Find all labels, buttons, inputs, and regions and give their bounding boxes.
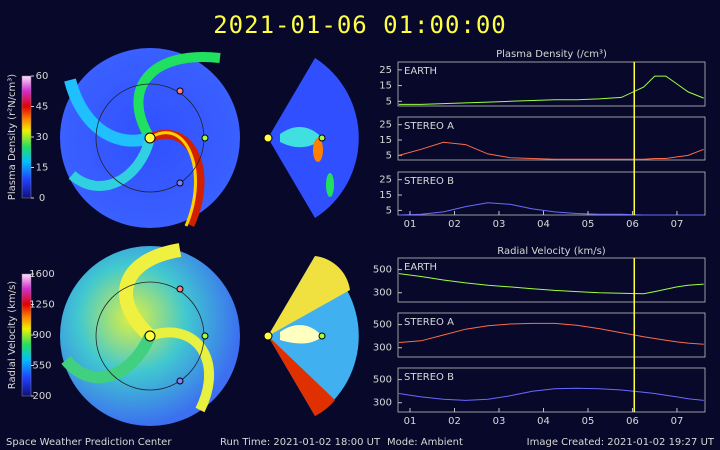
series-line: [398, 387, 704, 401]
colorbar-tick-label: 60: [36, 71, 49, 82]
x-tick-label: 06: [626, 219, 639, 230]
x-tick-label: 05: [582, 416, 595, 427]
x-tick-label: 04: [537, 416, 550, 427]
panel-frame: [397, 61, 706, 107]
series-line: [398, 322, 704, 345]
footer-created: Image Created: 2021-01-02 19:27 UT: [527, 437, 715, 448]
colorbar-label: Radial Velocity (km/s): [7, 281, 18, 389]
x-tick-label: 07: [671, 219, 684, 230]
y-tick-label: 5: [386, 205, 392, 216]
panel-label: STEREO B: [404, 372, 454, 383]
y-tick-label: 300: [373, 398, 392, 409]
x-tick-label: 04: [537, 219, 550, 230]
y-tick-label: 300: [373, 343, 392, 354]
x-tick-label: 02: [448, 219, 461, 230]
x-tick-label: 07: [671, 416, 684, 427]
x-tick-label: 02: [448, 416, 461, 427]
colorbar-tick-label: 30: [36, 132, 49, 143]
colorbar: [21, 273, 32, 397]
footer-mode: Mode: Ambient: [387, 437, 463, 448]
x-tick-label: 03: [493, 416, 506, 427]
colorbar: [21, 75, 32, 199]
x-tick-label: 05: [582, 219, 595, 230]
series-line: [398, 273, 704, 295]
colorbar-label: Plasma Density (r²N/cm³): [7, 74, 18, 201]
y-tick-label: 5: [386, 150, 392, 161]
panel-frame: [397, 116, 706, 161]
x-tick-label: 06: [626, 416, 639, 427]
panel-label: STEREO B: [404, 176, 454, 187]
y-tick-label: 500: [373, 375, 392, 386]
y-tick-label: 15: [379, 135, 392, 146]
series-line: [398, 141, 704, 160]
group-title: Plasma Density (/cm³): [496, 49, 607, 60]
y-tick-label: 300: [373, 288, 392, 299]
y-tick-label: 500: [373, 320, 392, 331]
y-tick-label: 25: [379, 175, 392, 186]
footer-org: Space Weather Prediction Center: [6, 437, 172, 448]
colorbar-tick-label: 1250: [29, 300, 54, 311]
panel-frame: [397, 312, 706, 358]
footer-run-time: Run Time: 2021-01-02 18:00 UT: [220, 437, 381, 448]
x-tick-label: 01: [404, 416, 417, 427]
panel-label: STEREO A: [404, 121, 454, 132]
panel-label: EARTH: [404, 66, 437, 77]
series-line: [398, 202, 704, 216]
velocity-heliosphere: [60, 243, 359, 426]
x-tick-label: 01: [404, 219, 417, 230]
group-title: Radial Velocity (km/s): [497, 246, 605, 257]
colorbar-tick-label: 200: [32, 391, 51, 402]
panel-label: STEREO A: [404, 317, 454, 328]
colorbar-tick-label: 900: [32, 330, 51, 341]
y-tick-label: 5: [386, 96, 392, 107]
colorbar-tick-label: 550: [32, 361, 51, 372]
panel-frame: [397, 171, 706, 216]
colorbar-tick-label: 0: [39, 193, 45, 204]
y-tick-label: 500: [373, 265, 392, 276]
colorbar-tick-label: 45: [36, 102, 49, 113]
y-tick-label: 25: [379, 65, 392, 76]
colorbar-tick-label: 15: [36, 163, 49, 174]
y-tick-label: 15: [379, 81, 392, 92]
page-title: 2021-01-06 01:00:00: [213, 11, 507, 39]
density-heliosphere: [60, 48, 359, 228]
panel-frame: [397, 367, 706, 413]
panel-label: EARTH: [404, 262, 437, 273]
panel-frame: [397, 257, 706, 303]
y-tick-label: 15: [379, 190, 392, 201]
series-line: [398, 75, 704, 105]
colorbar-tick-label: 1600: [29, 269, 54, 280]
y-tick-label: 25: [379, 120, 392, 131]
x-tick-label: 03: [493, 219, 506, 230]
